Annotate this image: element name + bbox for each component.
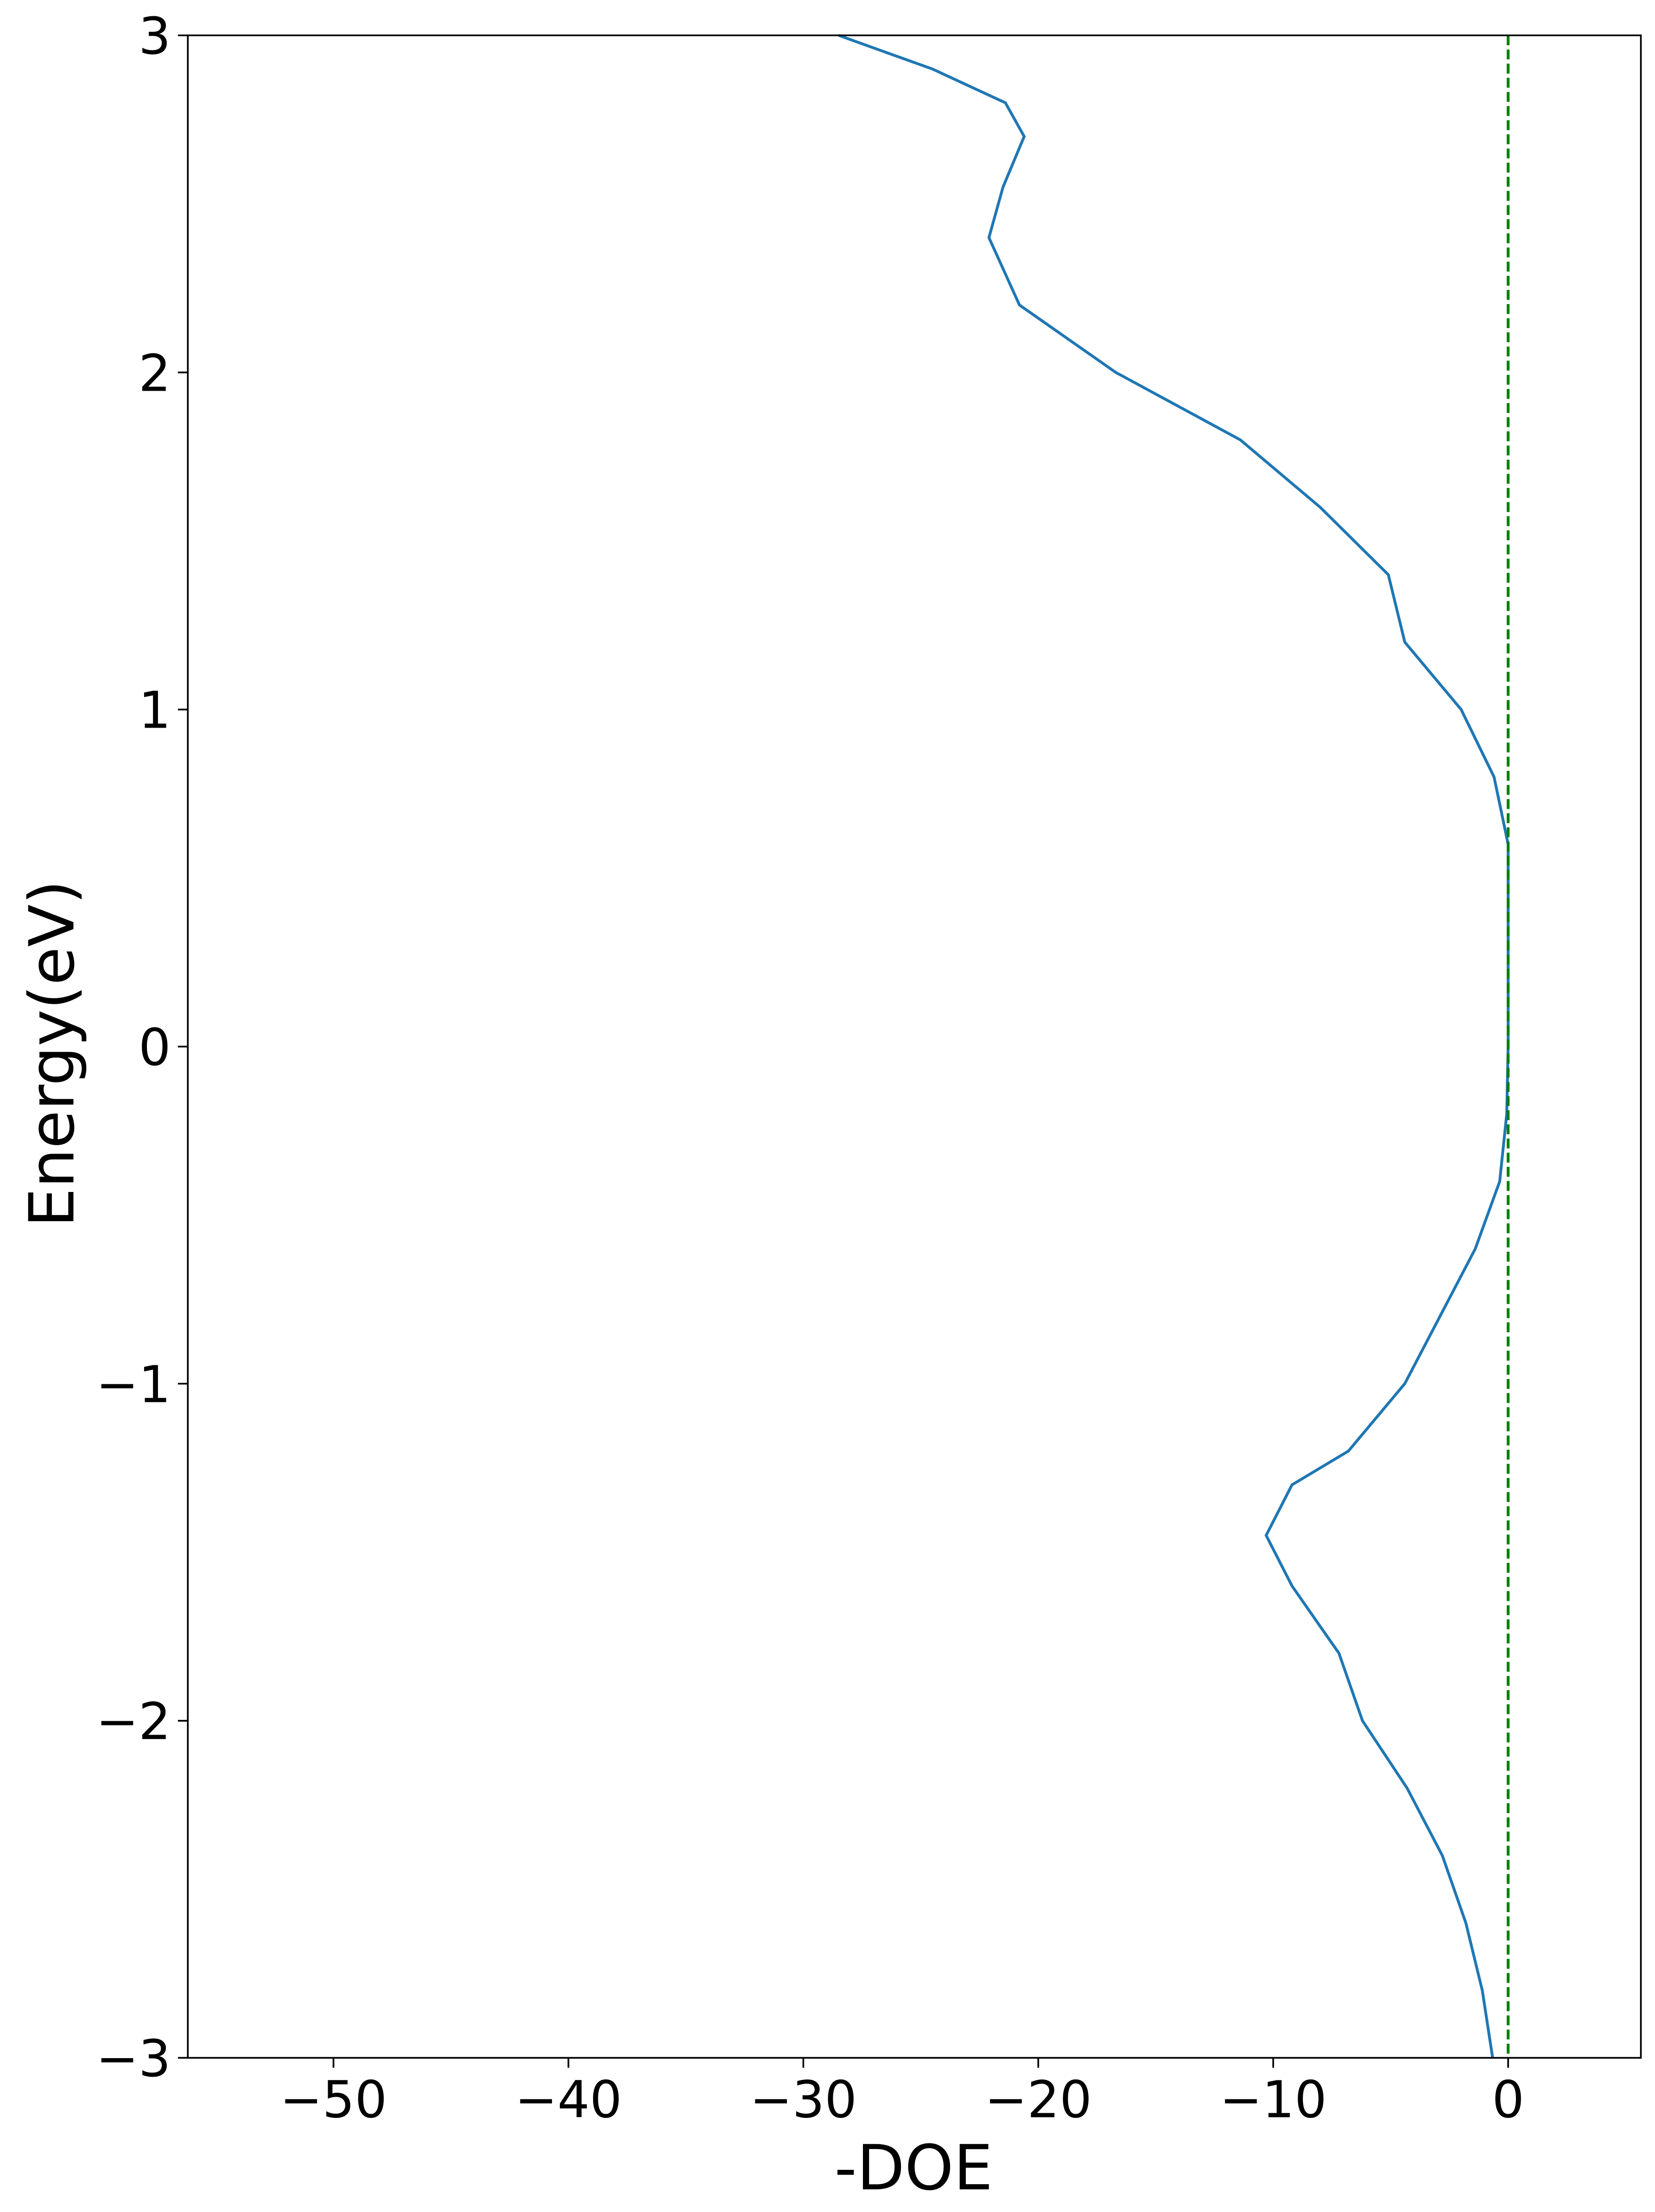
x-tick-label: −40: [515, 2070, 622, 2129]
y-tick-label: 3: [139, 6, 171, 66]
x-axis-label: -DOE: [834, 2131, 993, 2204]
y-tick-label: 2: [139, 343, 171, 403]
x-tick-label: −20: [985, 2070, 1092, 2129]
x-tick-label: −10: [1219, 2070, 1326, 2129]
y-tick-label: −2: [96, 1692, 171, 1751]
x-tick-label: −50: [280, 2070, 387, 2129]
data-line: [838, 34, 1510, 2058]
x-tick-label: −30: [750, 2070, 857, 2129]
y-tick-label: −1: [96, 1355, 171, 1414]
x-tick-label: 0: [1492, 2070, 1524, 2129]
y-axis-label: Energy(eV): [16, 880, 89, 1227]
y-tick-label: 0: [139, 1018, 171, 1077]
plot-frame: [187, 34, 1642, 2059]
y-tick-label: −3: [96, 2029, 171, 2088]
y-tick-label: 1: [139, 681, 171, 740]
